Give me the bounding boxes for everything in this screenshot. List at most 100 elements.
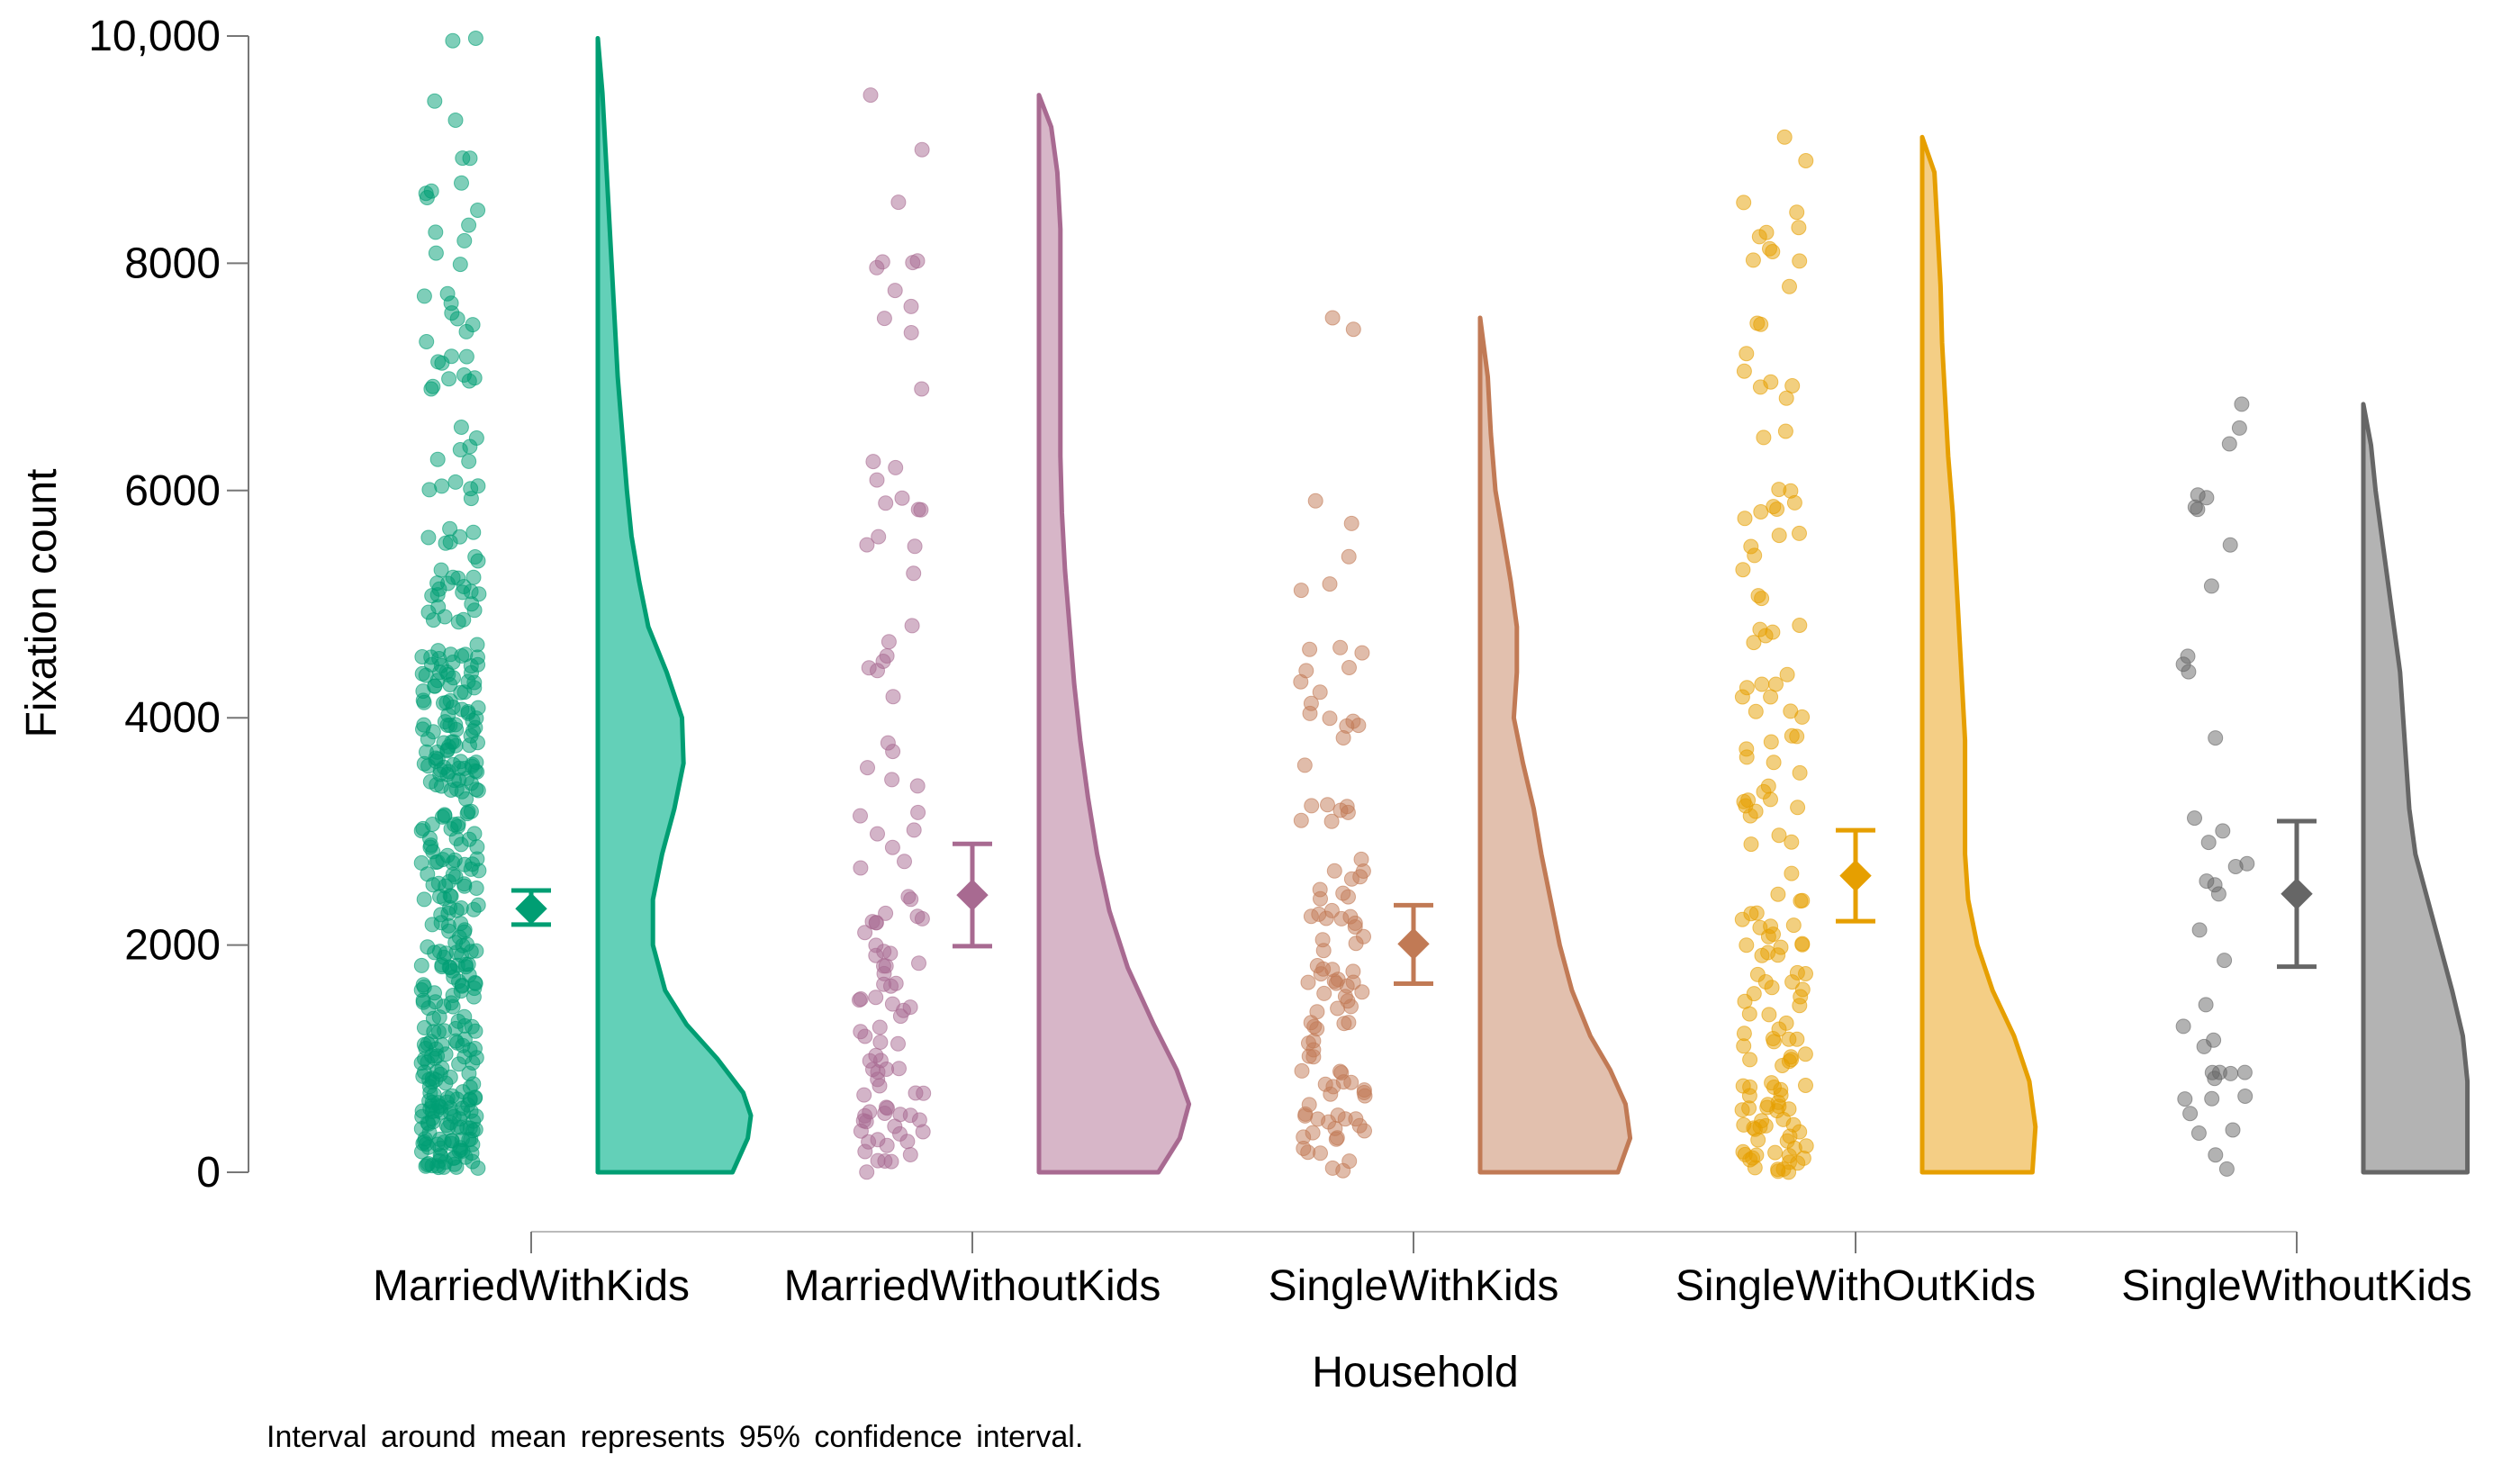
data-point [416,288,432,304]
data-point [892,1125,908,1142]
data-point [419,334,435,349]
data-point [891,1061,907,1077]
y-tick-label: 4000 [124,694,221,742]
data-point [1798,153,1814,168]
data-point [453,684,469,700]
data-point [1798,1138,1814,1154]
data-point [440,707,456,723]
data-point [1320,797,1335,813]
data-point [857,925,873,941]
chart-note: Interval around mean represents 95% conf… [266,1420,1083,1454]
data-point [1739,346,1755,362]
data-point [462,150,478,167]
data-point [447,113,464,128]
data-point [879,648,895,664]
data-point [1765,244,1781,259]
data-point [897,854,912,870]
data-point [454,978,470,994]
data-point [427,985,442,1001]
data-point [1741,1006,1757,1022]
data-point [413,982,429,998]
data-point [1785,917,1802,934]
data-point [1297,1107,1314,1124]
data-point [1326,863,1342,879]
data-point [414,649,430,664]
data-point [2237,1089,2254,1104]
data-point [2210,886,2226,902]
data-point [425,1114,441,1130]
data-point [465,712,481,728]
data-point [445,999,461,1015]
data-point [911,1112,927,1128]
data-point [884,772,900,788]
data-point [445,866,461,882]
data-point [419,190,435,205]
x-tick-label: SingleWithoutKids [2121,1262,2472,1310]
x-tick-label: MarriedWithoutKids [784,1262,1161,1310]
data-point [1754,676,1770,692]
data-point [1335,885,1351,901]
data-point [428,224,444,240]
data-point [1743,836,1759,853]
data-point [2217,953,2233,969]
data-point [460,1097,476,1113]
data-point [878,495,894,511]
data-point [453,420,469,435]
data-point [2222,537,2238,553]
data-point [1784,727,1800,744]
data-point [1737,511,1753,527]
data-point [470,656,486,673]
data-point [1784,974,1801,990]
data-point [464,1145,480,1161]
data-point [433,562,449,578]
data-point [1354,984,1370,1000]
density-cloud [595,36,754,1175]
data-point [1761,1007,1777,1023]
data-point [1335,730,1351,746]
data-point [1293,812,1309,828]
data-point [416,891,432,908]
data-point [1753,504,1769,520]
data-point [428,245,444,261]
data-point [467,1023,483,1039]
data-point [1357,1088,1373,1104]
data-point [1763,689,1779,705]
data-point [2231,420,2247,436]
data-point [890,194,907,211]
data-point [863,87,879,104]
data-point [467,31,483,46]
data-point [2181,664,2197,680]
data-point [442,520,458,537]
data-point [456,1008,473,1025]
data-point [1742,1052,1758,1068]
data-point [1307,493,1323,509]
data-point [914,141,930,158]
data-point [1784,378,1801,393]
data-point [430,354,447,370]
data-point [1736,194,1752,211]
data-point [461,1132,477,1148]
data-point [439,847,456,863]
data-point [424,1048,439,1064]
data-point [1793,893,1809,909]
data-point [869,472,885,488]
data-point [2223,1065,2239,1081]
density-cloud [2361,402,2470,1175]
density-cloud [1036,93,1192,1175]
data-point [880,735,896,751]
data-point [853,808,868,824]
data-point [1746,635,1762,651]
data-point [2190,487,2206,503]
data-point [463,944,479,960]
data-point [871,529,887,545]
data-point [858,1114,874,1130]
data-point [1736,363,1752,379]
data-point [859,1164,875,1180]
data-point [466,602,483,619]
data-point [1343,871,1359,887]
data-point [467,549,483,565]
data-point [441,371,457,387]
data-point [868,990,884,1006]
data-point [1766,755,1782,771]
